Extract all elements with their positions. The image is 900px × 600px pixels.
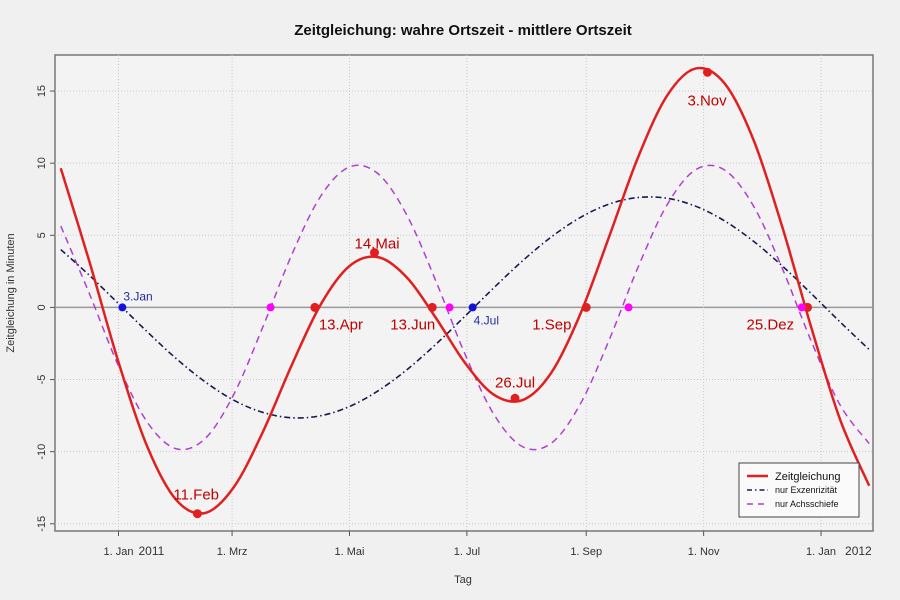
y-tick-label: 15 bbox=[36, 85, 48, 97]
plot-area bbox=[54, 54, 874, 532]
marker-red bbox=[427, 302, 437, 312]
marker-magenta bbox=[797, 303, 806, 312]
marker-label: 14.Mai bbox=[355, 236, 400, 253]
markers: 11.Feb 13.Apr 14.Mai 13.Jun 26.Jul 1.Sep 3.Nov… bbox=[118, 67, 813, 519]
series-line-dashdot bbox=[60, 196, 870, 419]
legend: Zeitgleichung nur Exzenrizität nur Achss… bbox=[738, 462, 860, 518]
marker-label: 13.Jun bbox=[390, 316, 435, 333]
x-tick-label: 1. Jan bbox=[104, 546, 134, 558]
marker-blue bbox=[468, 303, 477, 312]
x-tick-label: 1. Jan bbox=[806, 546, 836, 558]
marker-label: 13.Apr bbox=[319, 316, 363, 333]
axes: -15 -10 -5 0 5 10 15 1. Jan 1. Mrz 1. Mai 1. Jul 1.… bbox=[36, 85, 872, 558]
y-tick-label: 10 bbox=[36, 157, 48, 169]
marker-blue bbox=[118, 303, 127, 312]
y-tick-label: 5 bbox=[36, 232, 48, 238]
marker-label: 3.Jan bbox=[123, 289, 152, 303]
marker-red bbox=[192, 509, 202, 519]
y-tick-label: -15 bbox=[36, 516, 48, 532]
marker-magenta bbox=[445, 303, 454, 312]
marker-red bbox=[510, 393, 520, 403]
grid bbox=[55, 55, 873, 531]
marker-label: 11.Feb bbox=[173, 487, 219, 504]
marker-red bbox=[581, 302, 591, 312]
y-axis-label: Zeitgleichung in Minuten bbox=[5, 233, 17, 352]
x-tick-label: 1. Nov bbox=[688, 546, 720, 558]
y-tick-label: 0 bbox=[36, 304, 48, 310]
x-tick-label: 1. Sep bbox=[570, 546, 602, 558]
legend-label-exzentrizitaet: nur Exzenrizität bbox=[775, 485, 838, 495]
series-line-dashed bbox=[60, 164, 870, 451]
x-tick-label: 1. Mrz bbox=[217, 546, 248, 558]
marker-magenta bbox=[266, 303, 275, 312]
marker-label: 26.Jul bbox=[495, 374, 535, 391]
marker-label: 3.Nov bbox=[687, 92, 727, 109]
marker-red bbox=[370, 248, 380, 258]
chart-title: Zeitgleichung: wahre Ortszeit - mittlere… bbox=[294, 22, 632, 39]
marker-label: 25.Dez bbox=[747, 316, 795, 333]
legend-label-achsschiefe: nur Achsschiefe bbox=[775, 499, 839, 509]
year-label: 2012 bbox=[845, 544, 872, 558]
marker-red bbox=[803, 302, 813, 312]
marker-label: 4.Jul bbox=[474, 313, 499, 327]
year-label: 2011 bbox=[139, 544, 165, 558]
marker-magenta bbox=[624, 303, 633, 312]
y-tick-label: -10 bbox=[36, 444, 48, 460]
series-line-solid bbox=[59, 66, 871, 515]
x-tick-label: 1. Jul bbox=[454, 546, 480, 558]
series-lines bbox=[59, 66, 871, 515]
marker-red bbox=[702, 67, 712, 77]
y-tick-label: -5 bbox=[36, 375, 48, 385]
legend-label-zeitgleichung: Zeitgleichung bbox=[775, 471, 840, 483]
legend-box bbox=[738, 462, 860, 518]
marker-red bbox=[310, 302, 320, 312]
x-axis-label: Tag bbox=[454, 574, 472, 586]
marker-label: 1.Sep bbox=[532, 316, 571, 333]
x-tick-label: 1. Mai bbox=[334, 546, 364, 558]
